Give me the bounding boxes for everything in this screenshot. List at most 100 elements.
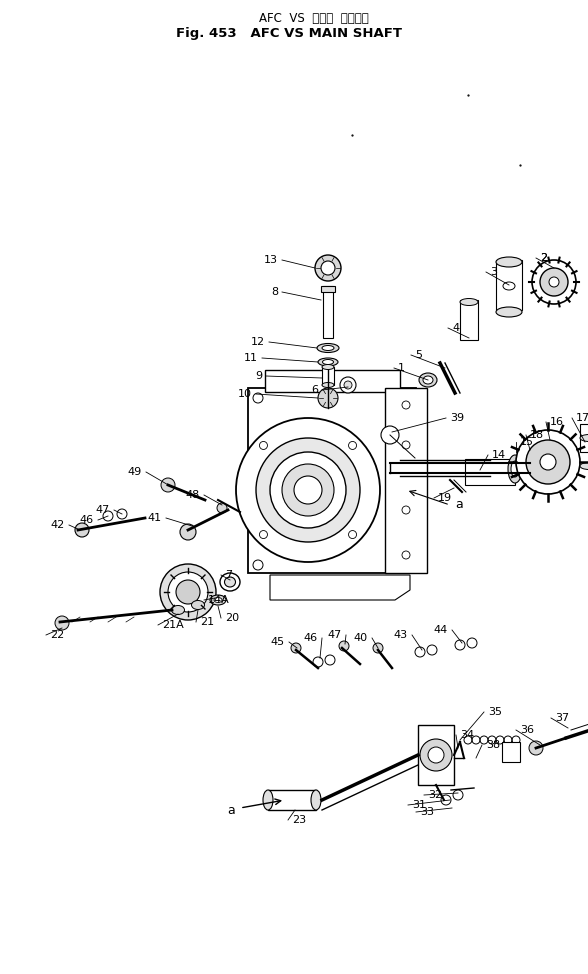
Text: 21: 21 bbox=[200, 617, 214, 627]
Bar bbox=[268, 790, 316, 810]
Text: 47: 47 bbox=[328, 630, 342, 640]
Text: 7: 7 bbox=[225, 570, 232, 580]
Text: 3: 3 bbox=[490, 267, 497, 277]
Circle shape bbox=[349, 441, 356, 449]
Text: 6: 6 bbox=[311, 385, 318, 395]
Text: 2: 2 bbox=[540, 253, 547, 263]
Text: AFC  VS  メイン  シャフト: AFC VS メイン シャフト bbox=[259, 12, 369, 24]
Bar bbox=[323, 286, 333, 338]
Text: 2: 2 bbox=[540, 253, 547, 263]
Bar bbox=[502, 742, 520, 762]
Bar bbox=[322, 367, 334, 385]
Text: 37: 37 bbox=[555, 713, 569, 723]
Circle shape bbox=[325, 655, 335, 665]
Ellipse shape bbox=[311, 790, 321, 810]
Circle shape bbox=[339, 641, 349, 651]
Circle shape bbox=[349, 531, 356, 539]
Text: 40: 40 bbox=[354, 633, 368, 643]
Text: 44: 44 bbox=[434, 625, 448, 635]
Circle shape bbox=[253, 560, 263, 570]
Circle shape bbox=[455, 640, 465, 650]
Circle shape bbox=[441, 795, 451, 805]
Text: 39: 39 bbox=[450, 413, 464, 423]
Text: 48: 48 bbox=[186, 490, 200, 500]
Circle shape bbox=[540, 454, 556, 470]
Circle shape bbox=[321, 261, 335, 275]
Bar bbox=[248, 388, 416, 573]
Circle shape bbox=[176, 580, 200, 604]
Text: 14: 14 bbox=[492, 450, 506, 460]
Circle shape bbox=[402, 441, 410, 449]
Text: 13: 13 bbox=[264, 255, 278, 265]
Circle shape bbox=[403, 560, 413, 570]
Circle shape bbox=[315, 255, 341, 281]
Circle shape bbox=[453, 790, 463, 800]
Circle shape bbox=[253, 393, 263, 403]
Ellipse shape bbox=[220, 573, 240, 591]
Ellipse shape bbox=[317, 344, 339, 353]
Circle shape bbox=[529, 741, 543, 755]
Ellipse shape bbox=[580, 463, 588, 469]
Circle shape bbox=[256, 438, 360, 542]
Text: a: a bbox=[455, 499, 463, 511]
Ellipse shape bbox=[318, 358, 338, 366]
Circle shape bbox=[549, 277, 559, 287]
Text: 34: 34 bbox=[460, 730, 474, 740]
Ellipse shape bbox=[172, 606, 185, 615]
Circle shape bbox=[516, 430, 580, 494]
Text: 46: 46 bbox=[80, 515, 94, 525]
Circle shape bbox=[259, 441, 268, 449]
Text: 41: 41 bbox=[148, 513, 162, 523]
Ellipse shape bbox=[322, 364, 334, 369]
Text: 5: 5 bbox=[415, 350, 422, 360]
Bar bbox=[496, 260, 522, 310]
Circle shape bbox=[55, 616, 69, 630]
Bar bbox=[321, 286, 335, 292]
Text: 47: 47 bbox=[96, 505, 110, 515]
Circle shape bbox=[291, 643, 301, 653]
Circle shape bbox=[427, 645, 437, 655]
Circle shape bbox=[428, 747, 444, 763]
Circle shape bbox=[282, 464, 334, 516]
Ellipse shape bbox=[322, 383, 334, 388]
Ellipse shape bbox=[192, 601, 205, 610]
Bar bbox=[460, 300, 478, 340]
Text: 46: 46 bbox=[304, 633, 318, 643]
Circle shape bbox=[259, 531, 268, 539]
Ellipse shape bbox=[225, 577, 236, 587]
Circle shape bbox=[217, 503, 227, 513]
Circle shape bbox=[160, 564, 216, 620]
Circle shape bbox=[540, 268, 568, 296]
Text: 22: 22 bbox=[50, 630, 64, 640]
Circle shape bbox=[526, 440, 570, 484]
Circle shape bbox=[318, 388, 338, 408]
Ellipse shape bbox=[419, 373, 437, 387]
Text: 33: 33 bbox=[420, 807, 434, 817]
Circle shape bbox=[161, 478, 175, 492]
Circle shape bbox=[415, 647, 425, 657]
Circle shape bbox=[270, 452, 346, 528]
Text: 31: 31 bbox=[412, 800, 426, 810]
Circle shape bbox=[180, 524, 196, 540]
Text: 21A: 21A bbox=[162, 620, 183, 630]
Text: 45: 45 bbox=[271, 637, 285, 647]
Circle shape bbox=[532, 260, 576, 304]
Bar bbox=[385, 388, 427, 573]
Text: 42: 42 bbox=[51, 520, 65, 530]
Ellipse shape bbox=[322, 359, 333, 364]
Text: 15: 15 bbox=[520, 437, 534, 447]
Bar bbox=[465, 459, 515, 485]
Circle shape bbox=[75, 523, 89, 537]
Text: 19: 19 bbox=[438, 493, 452, 503]
Text: 32: 32 bbox=[428, 790, 442, 800]
Circle shape bbox=[103, 511, 113, 521]
Text: 12: 12 bbox=[251, 337, 265, 347]
Circle shape bbox=[467, 638, 477, 648]
Ellipse shape bbox=[322, 346, 334, 351]
Text: 16: 16 bbox=[550, 417, 564, 427]
Ellipse shape bbox=[496, 257, 522, 267]
Circle shape bbox=[313, 657, 323, 667]
Bar bbox=[580, 424, 588, 452]
Text: 23: 23 bbox=[292, 815, 306, 825]
Text: 38: 38 bbox=[486, 740, 500, 750]
